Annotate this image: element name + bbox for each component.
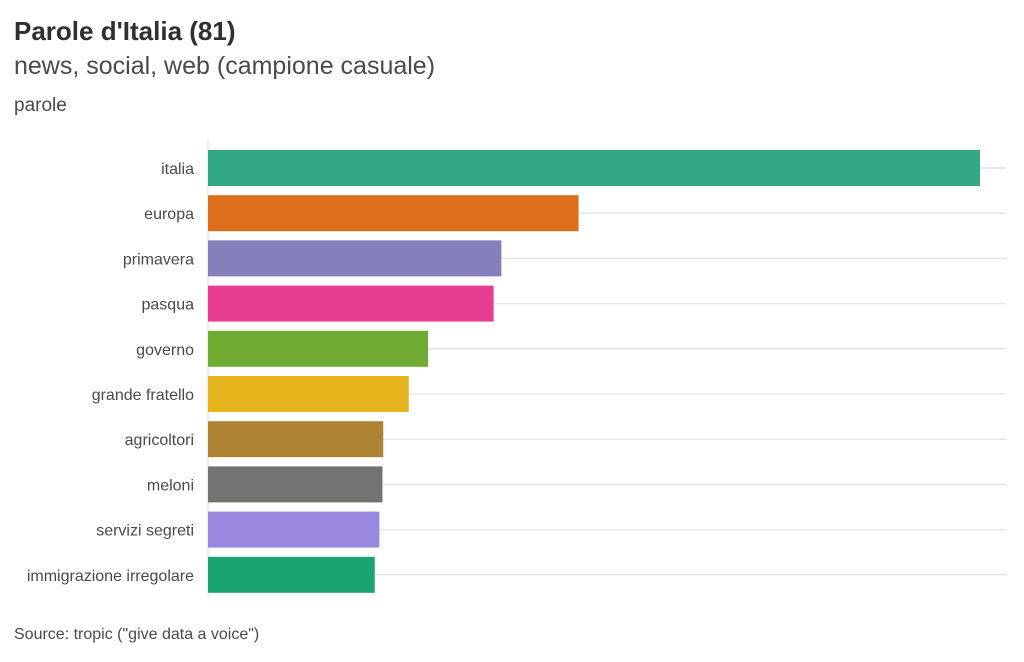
bar xyxy=(208,150,980,186)
bar xyxy=(208,376,409,412)
y-tick-label: immigrazione irregolare xyxy=(27,568,194,585)
y-tick-label: governo xyxy=(136,342,194,359)
bar xyxy=(208,240,502,277)
y-tick-label: servizi segreti xyxy=(96,523,194,540)
bar xyxy=(208,556,375,593)
bar xyxy=(208,330,429,367)
chart-subtitle: news, social, web (campione casuale) xyxy=(14,52,436,80)
y-tick-label: meloni xyxy=(147,477,194,494)
bar xyxy=(208,466,383,503)
y-tick-label: italia xyxy=(161,161,194,178)
y-tick-label: primavera xyxy=(123,251,194,268)
source-caption: Source: tropic ("give data a voice") xyxy=(14,626,260,643)
bar xyxy=(208,285,494,322)
y-tick-label: europa xyxy=(144,206,194,223)
y-tick-label: grande fratello xyxy=(92,387,194,404)
y-axis-title: parole xyxy=(14,95,67,116)
bar xyxy=(208,195,579,232)
bar xyxy=(208,511,380,548)
y-tick-label: pasqua xyxy=(142,297,195,314)
y-tick-label: agricoltori xyxy=(125,432,194,449)
bar xyxy=(208,421,384,458)
chart-title: Parole d'Italia (81) xyxy=(14,16,236,46)
